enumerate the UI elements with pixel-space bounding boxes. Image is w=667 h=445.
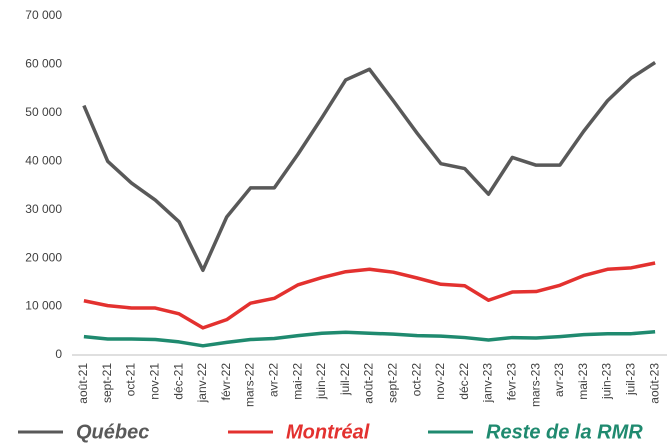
y-tick-label: 40 000 bbox=[25, 153, 62, 167]
legend-label: Reste de la RMR bbox=[486, 421, 643, 443]
x-tick-label: mars-22 bbox=[243, 363, 257, 407]
y-tick-label: 60 000 bbox=[25, 57, 62, 71]
y-tick-label: 0 bbox=[55, 347, 62, 361]
x-tick-label: déc-21 bbox=[171, 363, 185, 400]
x-tick-label: nov-21 bbox=[147, 363, 161, 400]
x-tick-label: févr-23 bbox=[504, 363, 518, 401]
x-tick-label: oct-22 bbox=[409, 363, 423, 397]
x-tick-label: juin-22 bbox=[314, 363, 328, 400]
x-tick-label: juil-23 bbox=[623, 363, 637, 396]
x-tick-label: août-21 bbox=[76, 363, 90, 404]
x-tick-label: déc-22 bbox=[457, 363, 471, 400]
x-tick-label: mai-23 bbox=[576, 363, 590, 400]
y-tick-label: 50 000 bbox=[25, 105, 62, 119]
x-tick-label: oct-21 bbox=[124, 363, 138, 397]
x-tick-label: mai-22 bbox=[290, 363, 304, 400]
series-line bbox=[83, 261, 656, 330]
x-tick-label: août-23 bbox=[647, 363, 661, 404]
x-tick-label: août-22 bbox=[362, 363, 376, 404]
y-tick-label: 10 000 bbox=[25, 299, 62, 313]
y-tick-label: 20 000 bbox=[25, 250, 62, 264]
x-tick-label: avr-22 bbox=[266, 363, 280, 397]
legend-label: Montréal bbox=[286, 421, 370, 443]
legend-label: Québec bbox=[76, 421, 149, 443]
x-tick-label: mars-23 bbox=[528, 363, 542, 407]
x-tick-label: nov-22 bbox=[433, 363, 447, 400]
x-tick-label: avr-23 bbox=[552, 363, 566, 397]
series-line bbox=[82, 61, 657, 272]
x-tick-label: sept-21 bbox=[100, 363, 114, 403]
x-tick-label: sept-22 bbox=[385, 363, 399, 403]
series-line bbox=[83, 330, 656, 348]
y-tick-label: 70 000 bbox=[25, 8, 62, 22]
x-tick-label: janv-23 bbox=[481, 363, 495, 404]
x-tick-label: févr-22 bbox=[219, 363, 233, 401]
x-tick-label: juin-23 bbox=[600, 363, 614, 400]
x-tick-label: janv-22 bbox=[195, 363, 209, 404]
x-tick-label: juil-22 bbox=[338, 363, 352, 396]
y-tick-label: 30 000 bbox=[25, 202, 62, 216]
